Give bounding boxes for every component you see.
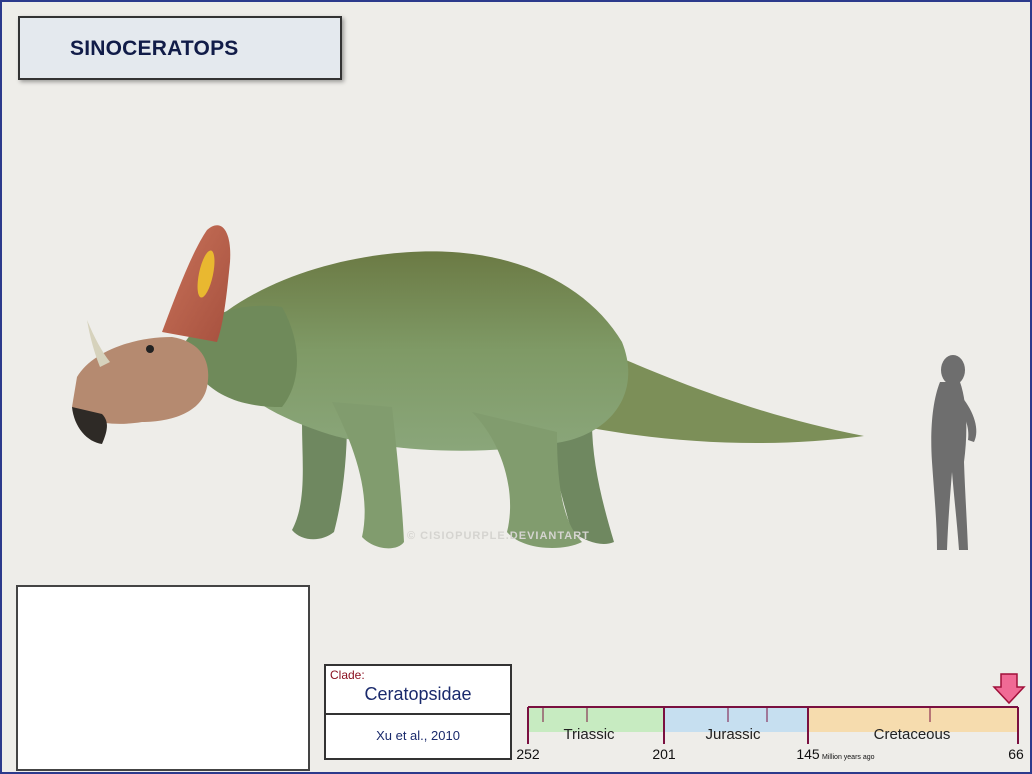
tick-label-66: 66 bbox=[1008, 746, 1024, 762]
band-cretaceous bbox=[808, 708, 1018, 732]
page-title: SINOCERATOPS bbox=[70, 37, 239, 60]
human-silhouette bbox=[931, 355, 977, 550]
frill-fenestra bbox=[197, 250, 215, 298]
front-leg-far bbox=[292, 422, 347, 540]
sinoceratops-figure bbox=[72, 225, 864, 549]
period-label-triassic: Triassic bbox=[563, 726, 615, 743]
tick-label-201: 201 bbox=[652, 746, 676, 762]
clade-box: Clade: Ceratopsidae Xu et al., 2010 bbox=[324, 664, 512, 760]
time-marker-arrow-icon bbox=[992, 673, 1026, 705]
title-box: SINOCERATOPS bbox=[18, 16, 342, 80]
tail bbox=[562, 332, 864, 444]
clade-label: Clade: bbox=[330, 668, 365, 682]
clade-author: Xu et al., 2010 bbox=[376, 728, 460, 743]
clade-divider bbox=[326, 713, 510, 715]
band-triassic bbox=[528, 708, 664, 732]
clade-name: Ceratopsidae bbox=[364, 684, 472, 704]
period-label-jurassic: Jurassic bbox=[705, 726, 761, 743]
beak bbox=[72, 407, 107, 444]
band-jurassic bbox=[664, 708, 808, 732]
nasal-horn bbox=[87, 320, 110, 367]
body bbox=[202, 251, 629, 451]
frill bbox=[162, 225, 231, 342]
hind-leg-near bbox=[472, 412, 582, 548]
tick-label-145: 145 bbox=[796, 746, 820, 762]
period-label-cretaceous: Cretaceous bbox=[874, 726, 951, 743]
unit-label: Million years ago bbox=[822, 754, 875, 761]
front-leg-near bbox=[332, 402, 404, 549]
eye bbox=[146, 345, 154, 353]
geologic-timeline: Triassic Jurassic Cretaceous 252 201 145… bbox=[516, 673, 1026, 762]
head bbox=[72, 337, 209, 424]
map-box bbox=[16, 585, 310, 771]
watermark: © CISIOPURPLE.DEVIANTART bbox=[407, 530, 590, 542]
tick-label-252: 252 bbox=[516, 746, 540, 762]
